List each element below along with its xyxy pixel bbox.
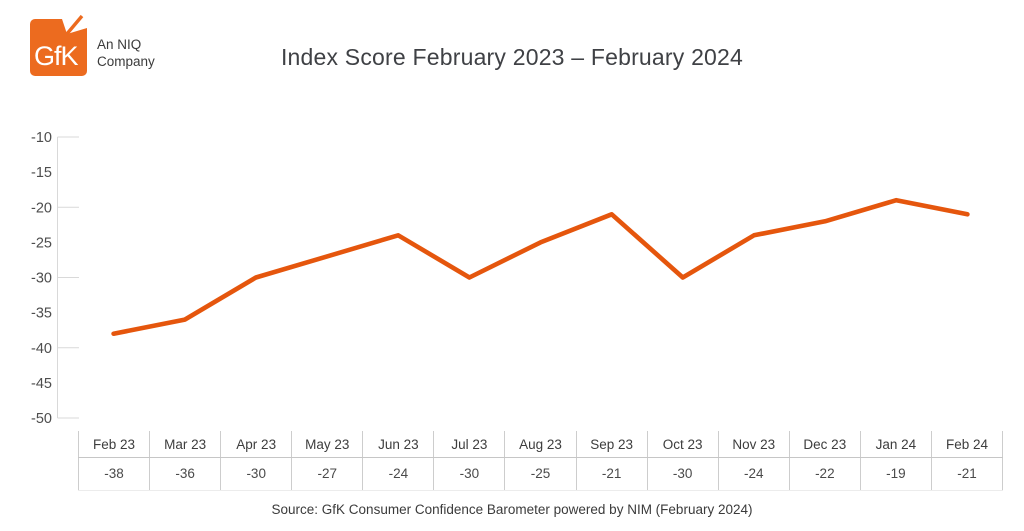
value-cell: -38 (78, 458, 149, 490)
value-cell: -30 (220, 458, 291, 490)
y-axis-tick-label: -10 (31, 130, 52, 146)
y-axis-tick-label: -20 (31, 200, 52, 216)
month-cell: Oct 23 (646, 431, 718, 457)
y-axis-tick-label: -50 (31, 411, 52, 427)
index-score-line (111, 197, 970, 337)
y-axis-tick-label: -30 (31, 271, 52, 287)
y-axis-tick-label: -45 (31, 376, 52, 392)
value-cell: -36 (149, 458, 220, 490)
month-cell: Jan 24 (859, 431, 931, 457)
gfk-logo-graphic: GfK (30, 14, 87, 76)
value-cell: -19 (859, 458, 931, 490)
month-cell: Feb 23 (78, 431, 149, 457)
y-axis-tick-label: -35 (31, 306, 52, 322)
value-cell: -25 (504, 458, 575, 490)
month-cell: Mar 23 (149, 431, 220, 457)
month-cell: May 23 (291, 431, 362, 457)
logo-text: GfK (34, 41, 79, 71)
y-axis-tick-label: -40 (31, 341, 52, 357)
value-cell: -30 (433, 458, 504, 490)
value-cell: -27 (291, 458, 362, 490)
source-caption: Source: GfK Consumer Confidence Baromete… (271, 502, 753, 517)
x-axis-table: Feb 23 Mar 23 Apr 23 May 23 Jun 23 Jul 23 Aug … (78, 431, 1004, 491)
gfk-logo: GfK (30, 13, 87, 76)
value-cell: -21 (930, 458, 1004, 490)
month-cell: Jun 23 (362, 431, 433, 457)
month-labels-row: Feb 23 Mar 23 Apr 23 May 23 Jun 23 Jul 23 Aug … (78, 431, 1004, 458)
month-cell: Jul 23 (433, 431, 504, 457)
y-axis-tick-label: -15 (31, 165, 52, 181)
month-cell: Dec 23 (788, 431, 860, 457)
month-cell: Aug 23 (504, 431, 575, 457)
logo-accent-stroke (64, 14, 84, 37)
month-cell: Nov 23 (717, 431, 789, 457)
chart-title: Index Score February 2023 – February 202… (280, 44, 744, 70)
niq-company-label: An NIQ Company (97, 37, 155, 69)
value-cell: -22 (788, 458, 860, 490)
values-row: -38 -36 -30 -27 -24 -30 -25 -21 -30 -24 -22 -19 -21 (78, 458, 1004, 490)
logo-square (30, 19, 87, 76)
value-cell: -21 (575, 458, 647, 490)
month-cell: Feb 24 (930, 431, 1004, 457)
y-axis-tick-label: -25 (31, 235, 52, 251)
month-cell: Apr 23 (220, 431, 291, 457)
month-cell: Sep 23 (575, 431, 647, 457)
value-cell: -24 (362, 458, 433, 490)
value-cell: -24 (717, 458, 789, 490)
value-cell: -30 (646, 458, 718, 490)
